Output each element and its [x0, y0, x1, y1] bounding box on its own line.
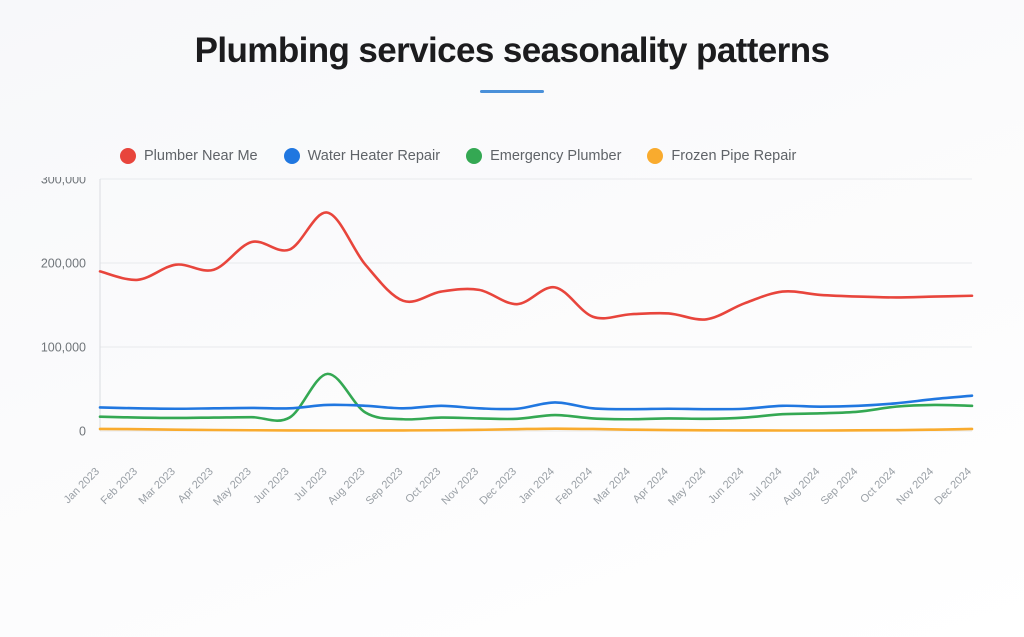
legend-item-label: Water Heater Repair	[307, 148, 441, 164]
title-accent-rule	[480, 90, 544, 93]
x-axis-tick-label: Jul 2023	[292, 466, 330, 504]
x-axis-tick-label: Jun 2024	[706, 466, 746, 506]
chart-legend: Plumber Near Me Water Heater Repair Emerge…	[0, 145, 1024, 167]
x-axis-tick-label: Mar 2024	[592, 466, 633, 507]
x-axis-tick-label: May 2024	[666, 466, 709, 509]
y-axis-tick-label: 300,000	[41, 177, 86, 187]
series-line-water-heater-repair	[98, 394, 974, 411]
x-axis-tick-label: Aug 2023	[326, 466, 368, 508]
x-axis-tick-label: Feb 2024	[554, 466, 595, 507]
x-axis-tick-label: Dec 2023	[477, 466, 519, 508]
x-axis-tick-label: Jan 2023	[62, 466, 102, 506]
circle-marker	[466, 148, 483, 164]
x-axis-tick-label: Nov 2023	[439, 466, 481, 508]
page-title: Plumbing services seasonality patterns	[194, 31, 830, 70]
plot-area: 0 100,000 200,000 300,000	[0, 177, 1024, 507]
series-line-frozen-pipe-repair	[98, 427, 974, 432]
series-line-plumber-near-me	[98, 211, 974, 321]
y-axis-tick-label: 200,000	[41, 257, 86, 271]
circle-marker	[283, 148, 300, 164]
legend-item-label: Frozen Pipe Repair	[671, 148, 797, 164]
line-chart-svg: 0 100,000 200,000 300,000	[41, 177, 974, 439]
x-axis-tick-label: Jan 2024	[517, 466, 557, 506]
circle-marker	[647, 148, 664, 164]
x-axis-tick-label: Oct 2023	[403, 466, 443, 506]
x-axis-tick-label: Sep 2024	[819, 466, 861, 508]
x-axis-tick-label: Jun 2023	[251, 466, 291, 506]
chart-header: Plumbing services seasonality patterns	[0, 0, 1024, 93]
legend-item-0[interactable]: Plumber Near Me	[120, 148, 258, 164]
legend-item-2[interactable]: Emergency Plumber	[466, 148, 621, 164]
x-axis-tick-label: Sep 2023	[364, 466, 406, 508]
x-axis-tick-label: Feb 2023	[99, 466, 140, 507]
x-axis-tick-label: Oct 2024	[858, 466, 898, 506]
y-axis-tick-label: 100,000	[41, 341, 86, 355]
legend-item-3[interactable]: Frozen Pipe Repair	[647, 148, 796, 164]
x-axis-tick-label: Nov 2024	[894, 466, 936, 508]
legend-item-label: Emergency Plumber	[490, 148, 622, 164]
legend-item-1[interactable]: Water Heater Repair	[283, 148, 441, 164]
x-axis-tick-label: Mar 2023	[137, 466, 178, 507]
x-axis-tick-label: Dec 2024	[932, 466, 974, 508]
series-line-emergency-plumber	[98, 372, 974, 422]
x-axis-tick-label: Apr 2023	[176, 466, 216, 506]
circle-marker	[120, 148, 136, 164]
legend-item-label: Plumber Near Me	[144, 148, 258, 164]
x-axis-tick-label: Aug 2024	[781, 466, 823, 508]
y-axis-tick-label: 0	[79, 425, 86, 439]
x-axis-tick-label: May 2023	[211, 466, 254, 509]
x-axis-tick-label: Jul 2024	[747, 466, 785, 504]
